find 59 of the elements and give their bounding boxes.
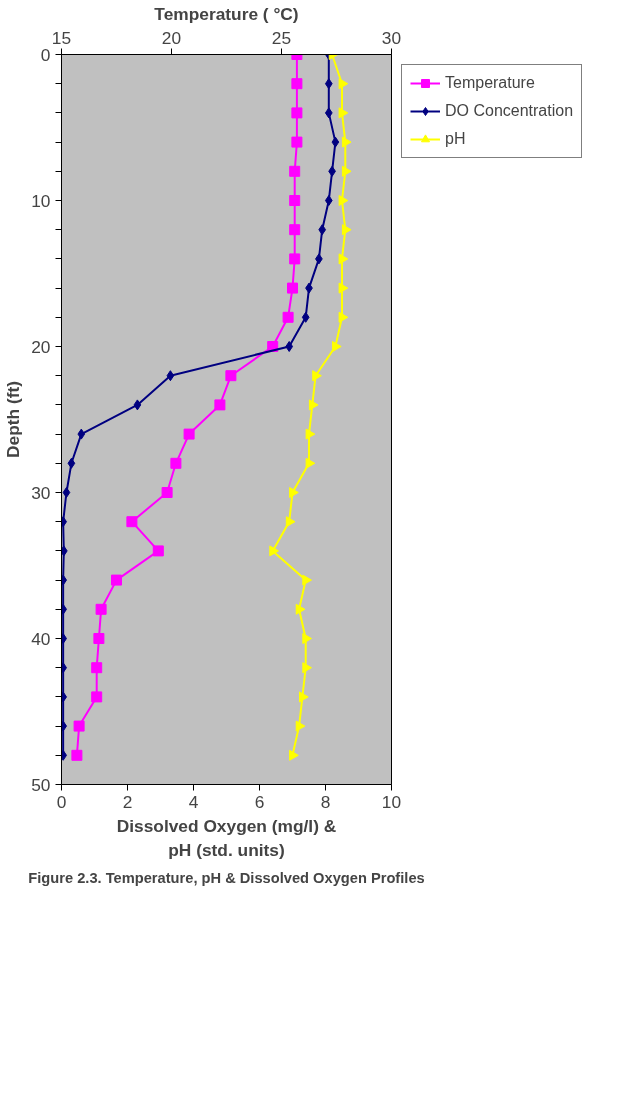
y-tick-label: 0 [40,44,51,65]
point [318,224,327,236]
point [301,311,310,323]
point [302,662,312,674]
y-axis-title: Depth (ft) [3,380,24,458]
point [285,516,296,528]
x-tick-label: 4 [188,791,199,812]
point [299,691,309,703]
point [338,311,349,323]
point [285,341,294,352]
x-tick-label: 0 [56,791,67,812]
x2-tick-label: 15 [51,27,72,48]
x2-tick-label: 30 [381,27,402,48]
x2-axis-title: Temperature ( °C) [154,3,299,24]
point [305,428,316,440]
x-tick-label: 6 [254,791,265,812]
y-tick-label: 50 [31,774,51,795]
point [331,136,340,148]
point [166,370,175,382]
point [324,107,333,119]
x2-tick-label: 25 [271,27,292,48]
point [269,545,279,557]
y-tick-label: 30 [31,482,51,503]
point [324,195,333,206]
caption: Figure 2.3. Temperature, pH & Dissolved Oxygen Profiles [28,869,425,886]
point [341,165,352,177]
point [324,78,333,90]
point [308,399,319,411]
legend-label: Temperature [445,74,535,92]
point [295,720,306,732]
point [302,633,312,644]
point [295,603,306,615]
x2-tick-label: 20 [161,27,182,48]
point [67,457,76,469]
point [332,341,342,352]
legend-label: DO Concentration [445,102,574,120]
point [289,487,299,498]
x-axis-title: Dissolved Oxygen (mg/l) & pH (std. units) [116,815,337,860]
point [289,749,299,761]
point [62,487,71,498]
y-tick-label: 40 [31,628,51,649]
point [338,107,349,119]
point [338,253,349,265]
point [133,399,142,411]
point [338,282,349,294]
x-tick-label: 2 [122,791,133,812]
point [341,136,352,148]
point [305,457,316,469]
x-tick-label: 10 [381,791,402,812]
point [338,78,349,90]
point [77,428,86,440]
y-tick-label: 10 [31,190,51,211]
legend-label: pH [445,130,466,148]
point [338,195,349,206]
point [312,370,322,382]
point [341,224,352,236]
point [302,574,312,586]
y-tick-label: 20 [31,336,51,357]
x-tick-label: 8 [320,791,331,812]
